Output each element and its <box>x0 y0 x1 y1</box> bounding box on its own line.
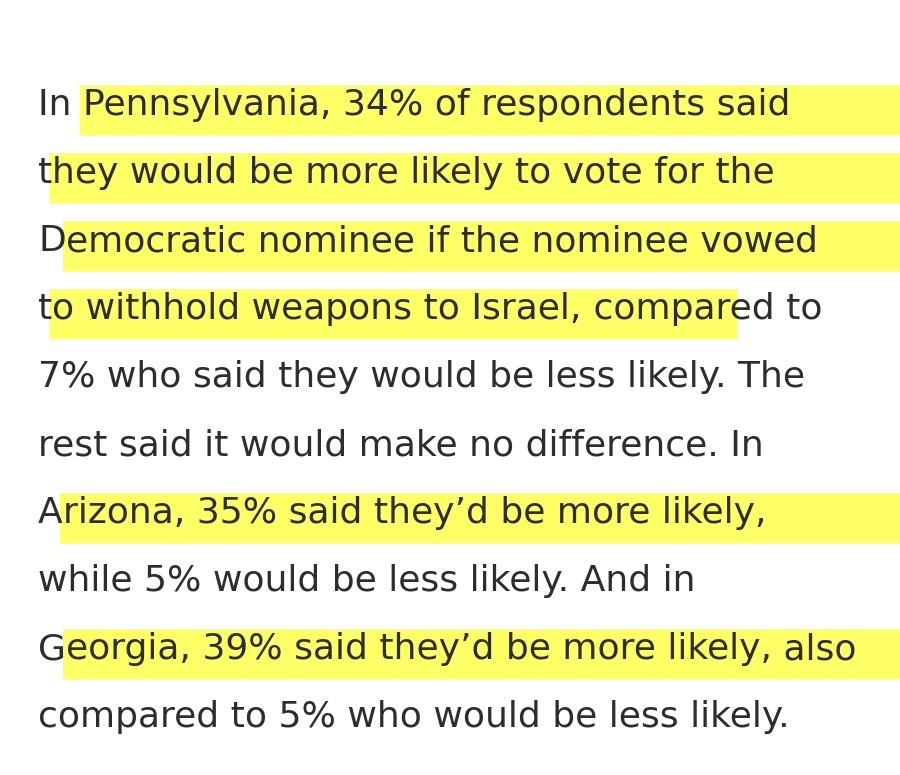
Text: while 5% would be less likely. And in: while 5% would be less likely. And in <box>38 564 696 598</box>
Bar <box>63 629 900 679</box>
Text: d: d <box>795 224 818 258</box>
Text: Pennsylvania, 34% of respondents said: Pennsylvania, 34% of respondents said <box>83 88 790 122</box>
Text: D: D <box>38 224 66 258</box>
Text: t: t <box>38 292 52 326</box>
Text: compared to 5% who would be less likely.: compared to 5% who would be less likely. <box>38 700 789 734</box>
Bar <box>63 221 900 271</box>
Text: rest said it would make no difference. In: rest said it would make no difference. I… <box>38 428 764 462</box>
Text: eorgia, 39% said they’d be more likely,: eorgia, 39% said they’d be more likely, <box>66 632 772 666</box>
Text: t: t <box>38 156 52 190</box>
Text: A: A <box>38 496 63 530</box>
Text: o withhold weapons to Israel,: o withhold weapons to Israel, <box>52 292 581 326</box>
Bar <box>80 85 900 135</box>
Bar <box>50 153 900 203</box>
Bar <box>59 493 900 543</box>
Text: G: G <box>38 632 66 666</box>
Text: 7% who said they would be less likely. The: 7% who said they would be less likely. T… <box>38 360 805 394</box>
Text: emocratic nominee if the nominee vowe: emocratic nominee if the nominee vowe <box>66 224 795 258</box>
Text: also: also <box>772 632 857 666</box>
Bar <box>50 289 738 339</box>
Text: rizona, 35% said they’d be more likely,: rizona, 35% said they’d be more likely, <box>63 496 766 530</box>
Text: compared to: compared to <box>581 292 822 326</box>
Text: hey would be more likely to vote for the: hey would be more likely to vote for the <box>52 156 775 190</box>
Text: In: In <box>38 88 83 122</box>
